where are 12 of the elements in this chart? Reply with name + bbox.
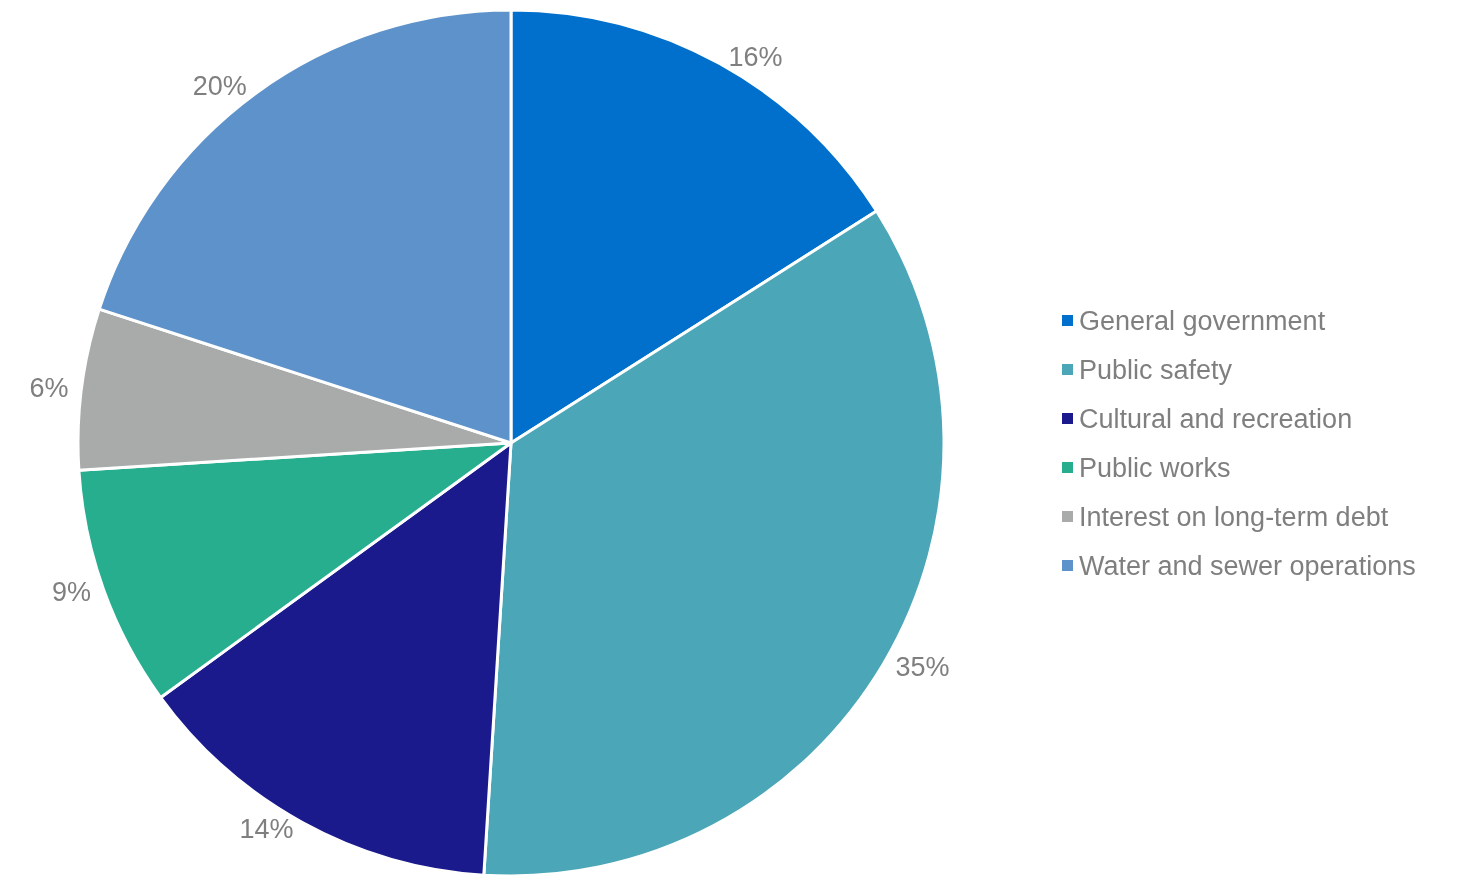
data-label: 35%: [895, 652, 950, 683]
data-label: 14%: [239, 814, 294, 845]
legend-label: Cultural and recreation: [1079, 403, 1353, 434]
legend-label: Interest on long-term debt: [1079, 501, 1389, 532]
data-label: 6%: [29, 372, 69, 403]
legend-label: General government: [1079, 305, 1326, 336]
data-label: 9%: [52, 577, 92, 608]
legend-label: Public works: [1079, 452, 1231, 483]
data-label: 20%: [192, 71, 247, 102]
legend-label: Public safety: [1079, 354, 1233, 385]
data-label: 16%: [728, 41, 783, 72]
legend-label: Water and sewer operations: [1079, 550, 1416, 581]
